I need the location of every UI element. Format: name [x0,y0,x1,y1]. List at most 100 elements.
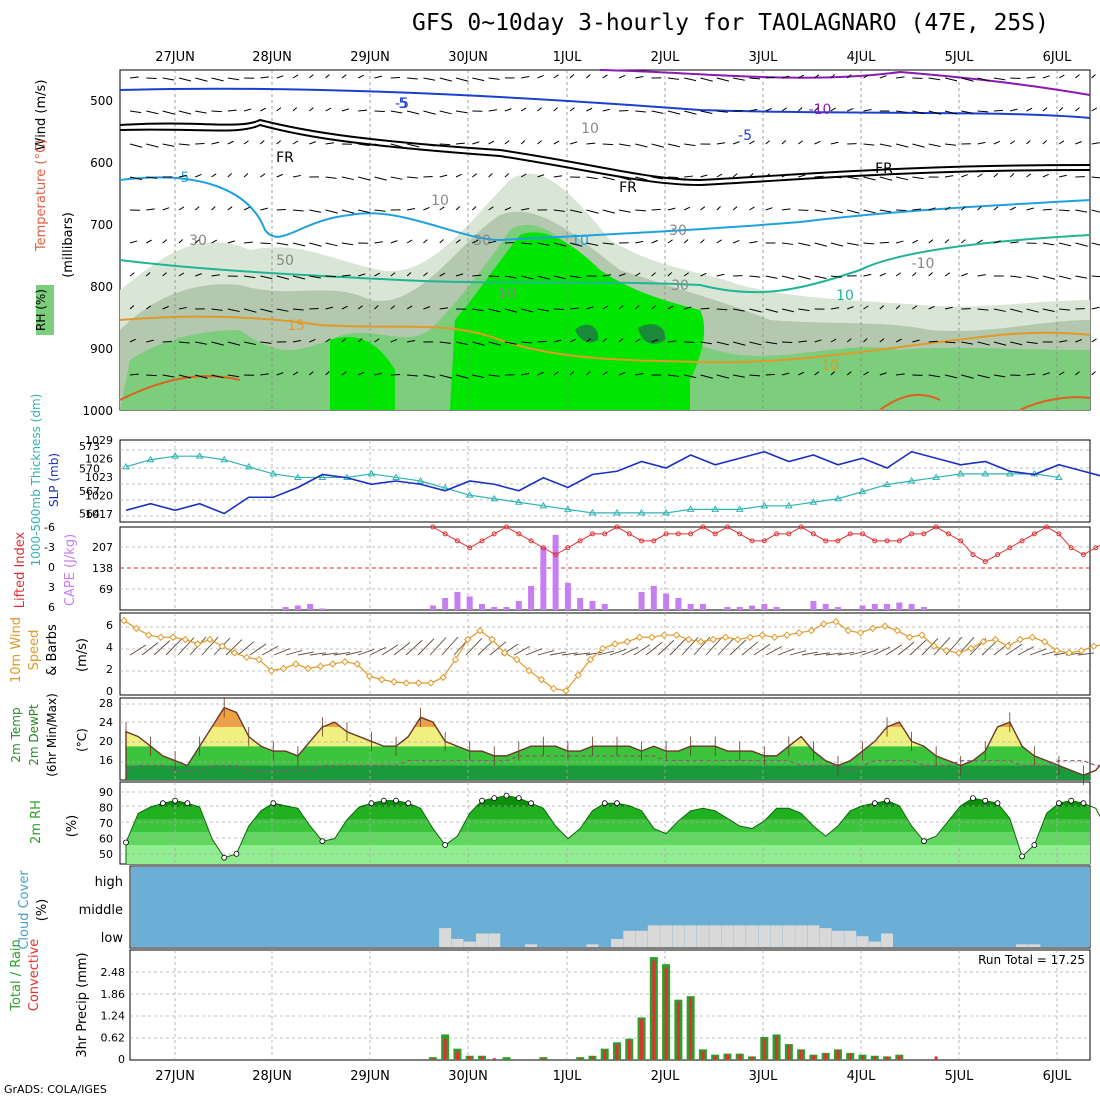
wind-speed-marker [612,641,618,647]
rh-marker [492,796,497,801]
wind-barb [961,274,967,276]
wind-barb [945,144,956,145]
wind-barb [570,75,574,78]
wind-barb [570,108,574,111]
rh-unit-label: (%) [65,815,80,838]
cloud-low-bar [476,934,488,948]
wind-barb [489,276,499,277]
wind-speed-marker [698,639,704,645]
temp-axis-label: (6hr Min/Max) [45,693,59,777]
bottom-date-label: 30JUN [448,1069,488,1084]
wind-barb [603,75,608,78]
cloud-low-bar [525,944,537,947]
precip-axis-label: 3hr Precip (mm) [75,952,90,1057]
lifted-tick-label: 3 [48,581,55,594]
top-date-label: 4JUL [847,50,877,65]
wind-barb [326,75,330,78]
wind-barb [358,210,370,213]
precip-convective-bar [456,1051,459,1060]
top-date-label: 29JUN [350,50,390,65]
top-date-label: 2JUL [651,50,681,65]
wind-barb [418,639,434,655]
wind-barb [766,208,773,210]
pressure-tick-label: 900 [90,342,113,356]
wind-barb [798,108,802,111]
chart-title: GFS 0~10day 3-hourly for TAOLAGNARO (47E… [412,10,1049,36]
wind-barb [179,207,184,210]
wind-barb [586,143,595,144]
lifted-tick-label: 0 [48,561,55,574]
wind-speed-marker [735,637,741,643]
precip-tick-label: 0.62 [101,1031,126,1044]
cloud-level-label: low [101,931,124,946]
cloud-low-bar [734,925,746,947]
wind-speed-marker [1091,643,1097,649]
wind-speed-marker [956,650,962,656]
wind-barb [179,240,183,243]
precip-panel-frame [130,950,1090,1060]
wind-barb [440,240,444,243]
rh-marker [970,796,975,801]
wind-axis-label: & Barbs [45,624,60,676]
wind-barb [831,210,843,213]
rh-marker [885,798,890,803]
wind-speed-marker [894,628,900,634]
wind-barb [260,208,267,210]
wind-barb [505,141,509,144]
wind-panel-frame [120,613,1090,695]
run-total-label: Run Total = 17.25 [978,953,1085,967]
wind-barb [326,210,338,213]
precip-convective-bar [542,1058,545,1060]
wind-barb [1092,372,1096,375]
rh-marker [479,798,484,803]
wind-speed-marker [231,650,237,656]
wind-barb [1075,108,1079,111]
cloud-low-bar [869,942,881,947]
wind-barb [1075,210,1087,212]
cape-bar [528,586,534,610]
contour-label: 10 [581,121,599,137]
wind-speed-marker [379,677,385,683]
wind-barb [994,78,1005,80]
precip-convective-bar [591,1056,594,1060]
wind-barb [505,174,509,177]
rh-tick-label: 70 [99,817,113,830]
wind-barb [717,174,722,177]
wind-barb [1043,174,1049,177]
cape-bar [565,583,571,610]
wind-barb [440,144,450,145]
precip-tick-label: 1.24 [101,1010,126,1023]
bottom-date-label: 27JUN [155,1069,195,1084]
wind-barb [733,174,737,177]
rh-band [120,807,1090,820]
wind-barb [309,210,321,212]
wind-barb [238,642,254,655]
precip-convective-bar [812,1056,815,1060]
wind-barb [896,177,908,180]
wind-barb [718,638,734,655]
wind-speed-marker [317,663,323,669]
wind-barb [978,240,983,243]
wind-speed-marker [195,641,201,647]
wind-barb [1075,276,1087,278]
temp-tick-label: 24 [99,716,113,729]
precip-convective-bar [701,1051,704,1060]
wind-barb [912,144,924,147]
wind-barb [1010,141,1015,144]
cape-bar [283,607,289,610]
cloud-low-bar [709,925,721,947]
temperature-axis-label: Temperature (°C) [34,139,49,252]
wind-barb [342,75,346,78]
temp-fill [120,698,1090,780]
wind-barb [472,207,476,210]
wind-barb [260,174,265,177]
wind-barb [880,242,889,243]
rh-marker [394,798,399,803]
wind-barb [864,144,875,145]
wind-barb [521,141,525,144]
wind-barb [896,77,904,78]
wind-speed-marker [305,665,311,671]
wind-barb [880,273,886,276]
